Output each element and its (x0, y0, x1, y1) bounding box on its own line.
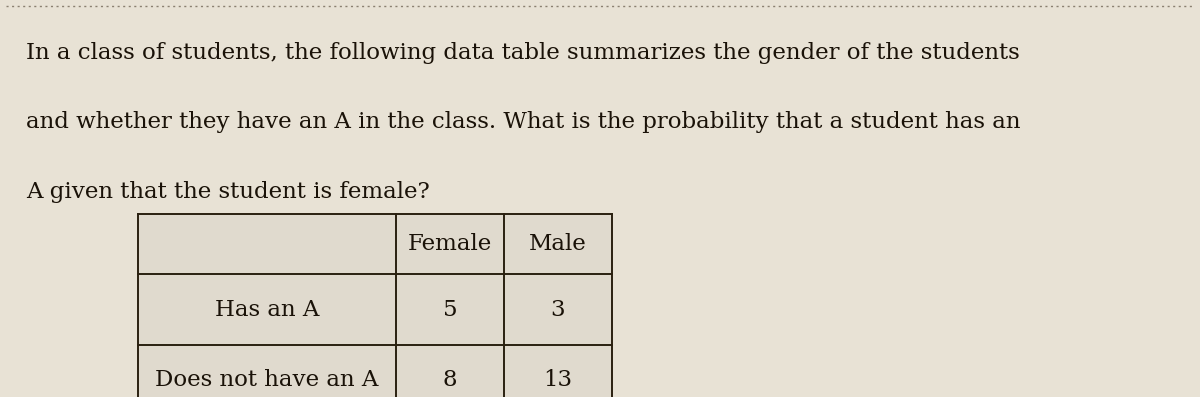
Text: Female: Female (408, 233, 492, 255)
Text: 5: 5 (443, 299, 457, 321)
Text: Has an A: Has an A (215, 299, 319, 321)
Text: Does not have an A: Does not have an A (155, 369, 379, 391)
Text: 13: 13 (544, 369, 572, 391)
Text: 3: 3 (551, 299, 565, 321)
Text: Male: Male (529, 233, 587, 255)
Text: A given that the student is female?: A given that the student is female? (26, 181, 430, 202)
Text: 8: 8 (443, 369, 457, 391)
Bar (138, 214, 612, 397)
Text: In a class of students, the following data table summarizes the gender of the st: In a class of students, the following da… (26, 42, 1020, 64)
Text: and whether they have an A in the class. What is the probability that a student : and whether they have an A in the class.… (26, 111, 1021, 133)
